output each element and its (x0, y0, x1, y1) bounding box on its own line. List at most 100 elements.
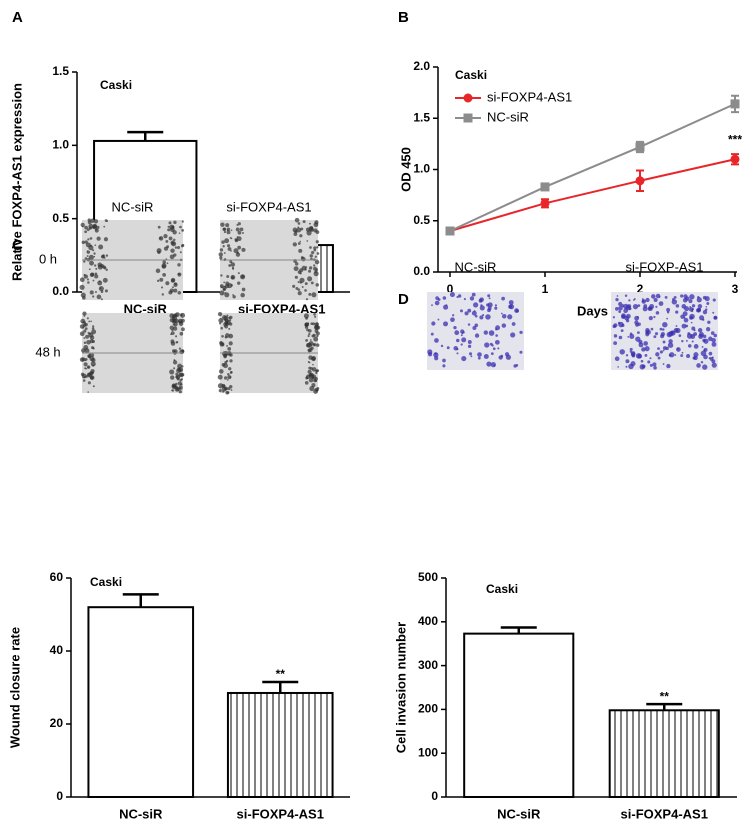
cell (646, 329, 651, 335)
cell (86, 255, 89, 257)
y-tick-label: 0 (431, 789, 438, 803)
cell (315, 331, 320, 336)
cell (89, 237, 93, 240)
cell (691, 304, 696, 308)
cell (234, 238, 238, 242)
cell (161, 293, 165, 296)
cell (172, 323, 176, 326)
cell (102, 277, 108, 283)
significance: *** (728, 132, 742, 146)
cell (90, 346, 94, 350)
cell (712, 298, 716, 302)
x-tick-label: 1 (542, 282, 549, 296)
cell (305, 376, 309, 380)
cell (446, 346, 450, 350)
cell (648, 316, 653, 321)
cell (177, 363, 183, 369)
cell (713, 315, 718, 320)
cell (217, 374, 223, 380)
cell (96, 236, 101, 241)
cell (615, 297, 619, 302)
cell (313, 336, 319, 342)
cell (657, 356, 661, 360)
y-tick-label: 0.5 (52, 211, 69, 225)
cell (173, 238, 176, 242)
cell (514, 308, 519, 313)
cell (169, 288, 174, 293)
cell (217, 311, 223, 317)
image-row-label: 0 h (39, 251, 57, 266)
cell (495, 334, 498, 337)
cell (178, 232, 181, 234)
cell (84, 322, 88, 327)
cell (706, 301, 710, 305)
cell (296, 227, 302, 233)
cell (231, 276, 235, 280)
cell (658, 301, 664, 306)
y-tick-label: 400 (418, 614, 438, 628)
cell (510, 332, 516, 338)
cell (81, 348, 86, 353)
cell (635, 323, 639, 327)
cell (235, 252, 241, 257)
cell (84, 257, 88, 260)
y-axis-label: OD 450 (398, 147, 413, 192)
cell (313, 264, 316, 267)
cell (82, 326, 85, 329)
cell (642, 306, 648, 312)
cell (81, 240, 85, 245)
cell (230, 262, 236, 267)
error-bar (122, 593, 159, 608)
cell (488, 297, 491, 300)
cell (84, 357, 88, 361)
cell (218, 252, 223, 257)
cell (89, 260, 94, 266)
cell (181, 229, 185, 232)
cell (84, 230, 88, 234)
cell (681, 351, 684, 354)
cell (172, 326, 178, 331)
cell (85, 334, 90, 339)
cell (227, 375, 232, 380)
cell (237, 230, 242, 235)
cell (680, 294, 684, 298)
cell (471, 292, 476, 297)
cell (675, 325, 678, 327)
cell (613, 334, 618, 338)
cell (313, 248, 317, 252)
cell (225, 321, 229, 324)
cell (98, 286, 104, 292)
cell (655, 305, 658, 308)
cell (310, 366, 314, 370)
point (730, 154, 740, 164)
cell (229, 322, 233, 326)
cell (621, 323, 625, 327)
cell (620, 329, 624, 333)
cell (309, 222, 311, 225)
cell (662, 321, 668, 328)
cell (486, 303, 490, 307)
cell (79, 331, 85, 337)
cell (623, 308, 628, 314)
cell (314, 315, 317, 318)
cell (180, 369, 182, 372)
cell (469, 296, 475, 301)
cell (442, 364, 446, 368)
cell (702, 318, 705, 321)
cell (674, 354, 677, 356)
cell (295, 286, 299, 290)
cell (442, 296, 447, 300)
cell (157, 250, 161, 254)
cell (314, 379, 318, 383)
cell (309, 254, 313, 258)
cell (501, 312, 503, 315)
cell (501, 314, 507, 319)
cell (666, 307, 671, 312)
cell (178, 390, 182, 394)
cell (696, 297, 702, 303)
cell (299, 234, 303, 238)
cell (79, 277, 85, 283)
x-tick-label: NC-siR (124, 301, 168, 316)
cell (86, 228, 90, 232)
bar (226, 691, 334, 798)
